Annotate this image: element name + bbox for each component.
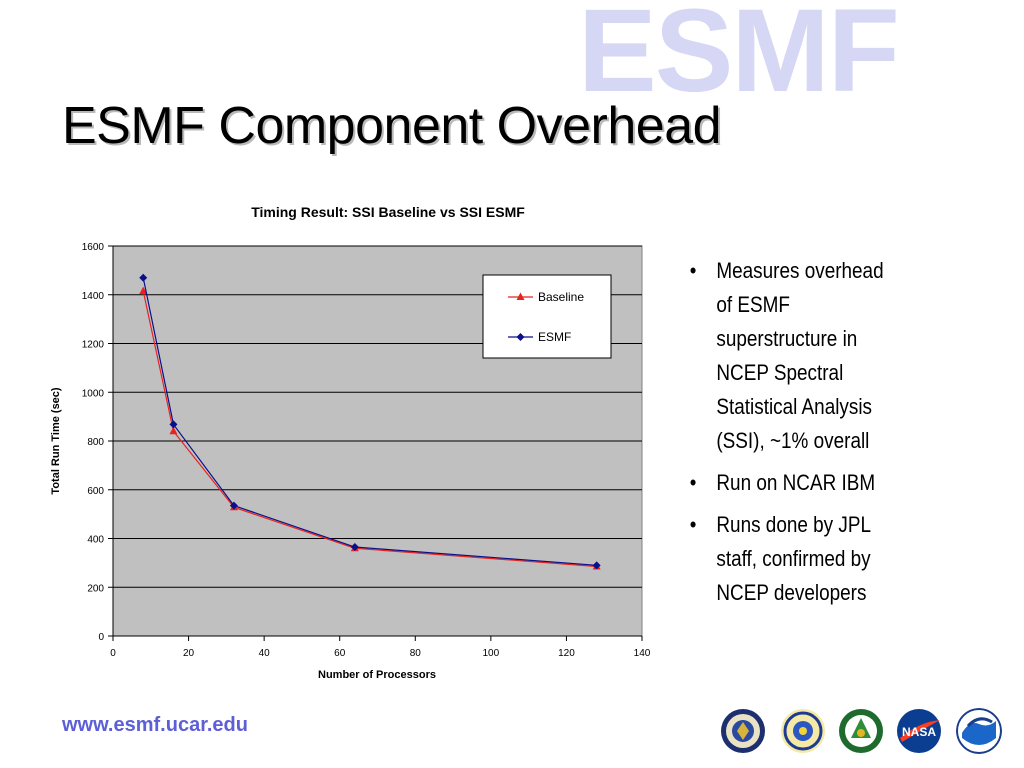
slide-title: ESMF Component Overhead bbox=[62, 97, 722, 155]
y-tick-label: 1000 bbox=[82, 388, 105, 399]
y-axis-label: Total Run Time (sec) bbox=[50, 387, 62, 495]
x-tick-label: 80 bbox=[410, 648, 422, 659]
y-tick-label: 200 bbox=[87, 583, 104, 594]
agency-logos: NASA bbox=[720, 708, 1010, 754]
y-tick-label: 1400 bbox=[82, 291, 105, 302]
y-tick-label: 800 bbox=[87, 437, 104, 448]
chart-legend: Baseline ESMF bbox=[482, 274, 612, 359]
footer-url-link[interactable]: www.esmf.ucar.edu bbox=[62, 714, 248, 736]
y-tick-label: 0 bbox=[98, 632, 104, 643]
nasa-logo-icon: NASA bbox=[897, 709, 941, 753]
dod-seal-icon bbox=[721, 709, 765, 753]
x-tick-label: 100 bbox=[483, 648, 500, 659]
data-point bbox=[139, 286, 148, 295]
legend-marker bbox=[516, 292, 525, 300]
y-tick-label: 600 bbox=[87, 486, 104, 497]
data-point bbox=[169, 426, 178, 435]
x-tick-label: 140 bbox=[634, 648, 651, 659]
data-point bbox=[592, 561, 601, 570]
y-tick-label: 1600 bbox=[82, 242, 105, 253]
data-point bbox=[350, 543, 359, 552]
legend-label: ESMF bbox=[538, 330, 571, 344]
doe-seal-icon bbox=[839, 709, 883, 753]
chart-title: Timing Result: SSI Baseline vs SSI ESMF bbox=[251, 204, 525, 220]
x-tick-label: 20 bbox=[183, 648, 195, 659]
nsf-seal-icon bbox=[781, 709, 825, 753]
legend-label: Baseline bbox=[538, 290, 584, 304]
legend-marker bbox=[516, 333, 525, 341]
x-tick-label: 40 bbox=[259, 648, 271, 659]
data-point bbox=[229, 501, 238, 510]
svg-text:NASA: NASA bbox=[902, 725, 936, 739]
bullet-item: Run on NCAR IBM bbox=[688, 466, 903, 500]
legend-box bbox=[482, 274, 612, 359]
x-tick-label: 0 bbox=[110, 648, 116, 659]
bullet-item: Measures overhead of ESMF superstructure… bbox=[688, 254, 903, 458]
y-tick-label: 400 bbox=[87, 535, 104, 546]
data-point bbox=[139, 273, 148, 282]
series-esmf bbox=[139, 273, 601, 570]
x-tick-label: 60 bbox=[334, 648, 346, 659]
x-tick-label: 120 bbox=[558, 648, 575, 659]
esmf-watermark: ESMF bbox=[578, 0, 900, 117]
y-tick-label: 1200 bbox=[82, 340, 105, 351]
x-axis-label: Number of Processors bbox=[318, 669, 436, 681]
bullet-list: Measures overhead of ESMF superstructure… bbox=[688, 254, 903, 618]
data-point bbox=[169, 420, 178, 429]
bullet-item: Runs done by JPL staff, confirmed by NCE… bbox=[688, 508, 903, 610]
noaa-logo-icon bbox=[956, 708, 1002, 754]
